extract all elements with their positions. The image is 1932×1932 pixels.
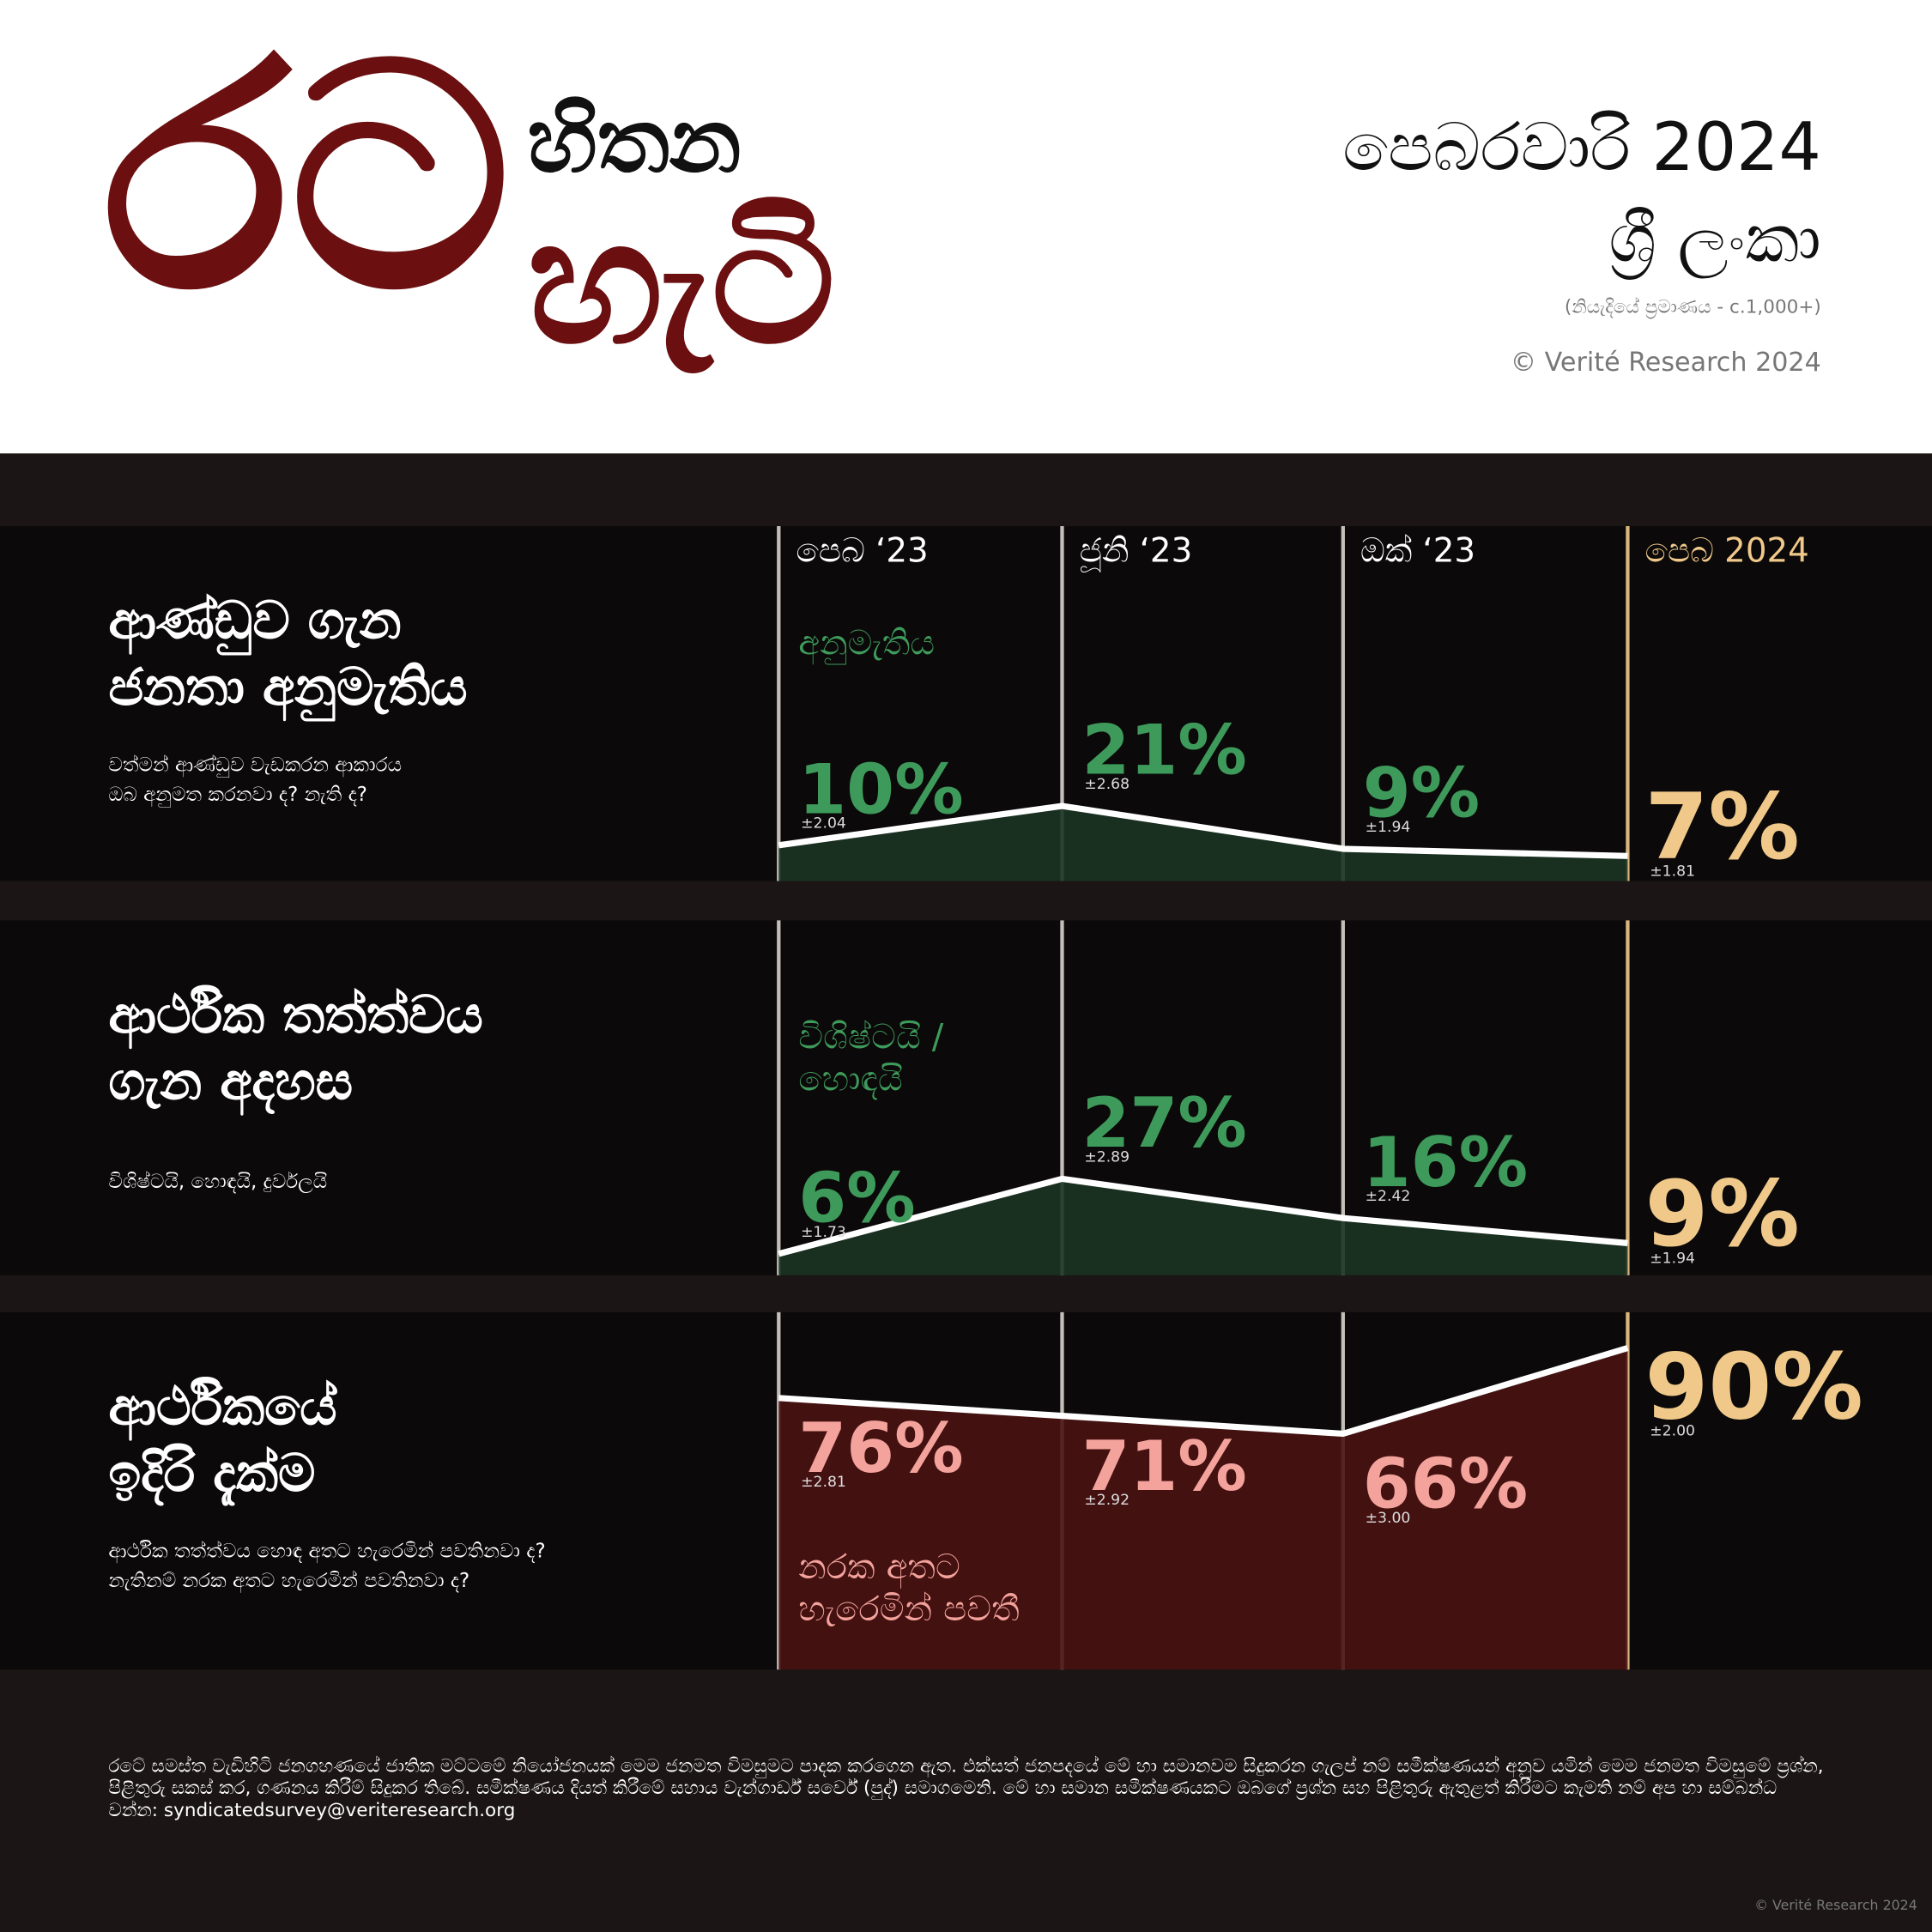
error-label: ±2.04 [801, 815, 846, 833]
panel-title: ආණ්ඩුව ගැන ජනතා අනුමැතිය [108, 590, 468, 718]
value-label: 16% [1363, 1122, 1528, 1202]
area [778, 806, 1628, 881]
error-label: ±1.94 [1650, 1250, 1695, 1267]
logo: හිතන [527, 88, 742, 192]
period-label: පෙබ ‘23 [796, 532, 929, 571]
series-name: විශිෂ්ටයි / හොඳයි [798, 1016, 944, 1099]
period-label: ජූනි ‘23 [1079, 532, 1193, 571]
area [778, 1348, 1628, 1670]
copyright: © Verité Research 2024 [1510, 347, 1821, 378]
error-label: ±1.73 [801, 1224, 846, 1241]
panel-title: ආර්ථිකයේ ඉදිරි දැක්ම [108, 1376, 337, 1504]
logo: හැටි [527, 182, 836, 384]
error-label: ±2.00 [1650, 1422, 1695, 1439]
footer-copyright: © Verité Research 2024 [1754, 1897, 1917, 1914]
value-label: 7% [1645, 774, 1800, 881]
error-label: ±1.81 [1650, 863, 1695, 880]
header-bg [0, 0, 1932, 454]
error-label: ±2.42 [1366, 1188, 1411, 1205]
country: ශ්‍රී ලංකා [1608, 199, 1821, 278]
value-label: 10% [798, 748, 963, 829]
line [778, 1345, 1629, 1438]
line [778, 1175, 1628, 1257]
error-label: ±2.68 [1084, 776, 1130, 793]
sample-size: (නියැදියේ ප්‍රමාණය - c.1,000+) [1564, 295, 1821, 318]
error-label: ±2.81 [801, 1474, 846, 1491]
error-label: ±2.92 [1084, 1492, 1130, 1509]
series-name: නරක අතට හැරෙමින් පවතී [798, 1546, 1020, 1629]
line [778, 802, 1628, 859]
date: පෙබරවාරි 2024 [1342, 108, 1821, 186]
error-label: ±1.94 [1366, 819, 1411, 836]
panel-subtitle: විශිෂ්ටයි, හොඳයි, දුර්වලයි [108, 1169, 328, 1193]
value-label: 21% [1081, 710, 1246, 790]
error-label: ±3.00 [1366, 1510, 1411, 1527]
period-label: ඔක් ‘23 [1360, 532, 1476, 571]
value-label: 90% [1645, 1334, 1863, 1440]
value-label: 6% [798, 1158, 915, 1239]
period-label: පෙබ 2024 [1644, 532, 1809, 571]
panel-subtitle: වත්මන් ආණ්ඩුව වැඩකරන ආකාරය ඔබ අනුමත කරනව… [108, 753, 402, 806]
value-label: 9% [1363, 753, 1480, 833]
panel-subtitle: ආර්ථික තත්ත්වය හොඳ අතට හැරෙමින් පවතිනවා … [108, 1539, 546, 1592]
error-label: ±2.89 [1084, 1148, 1130, 1166]
value-label: 9% [1645, 1161, 1800, 1268]
series-name: අනුමැතිය [798, 621, 936, 663]
value-label: 71% [1081, 1426, 1246, 1506]
footer-text: රටේ සමස්ත වැඩිහිටි ජනගහණයේ ජාතික මට්ටමේ … [108, 1754, 1824, 1821]
value-label: 76% [798, 1408, 963, 1488]
panel-title: ආර්ථික තත්ත්වය ගැන අදහස [108, 984, 483, 1111]
value-label: 66% [1363, 1444, 1528, 1524]
area [778, 1178, 1628, 1275]
logo: රට [103, 0, 512, 358]
value-label: 27% [1081, 1082, 1246, 1163]
